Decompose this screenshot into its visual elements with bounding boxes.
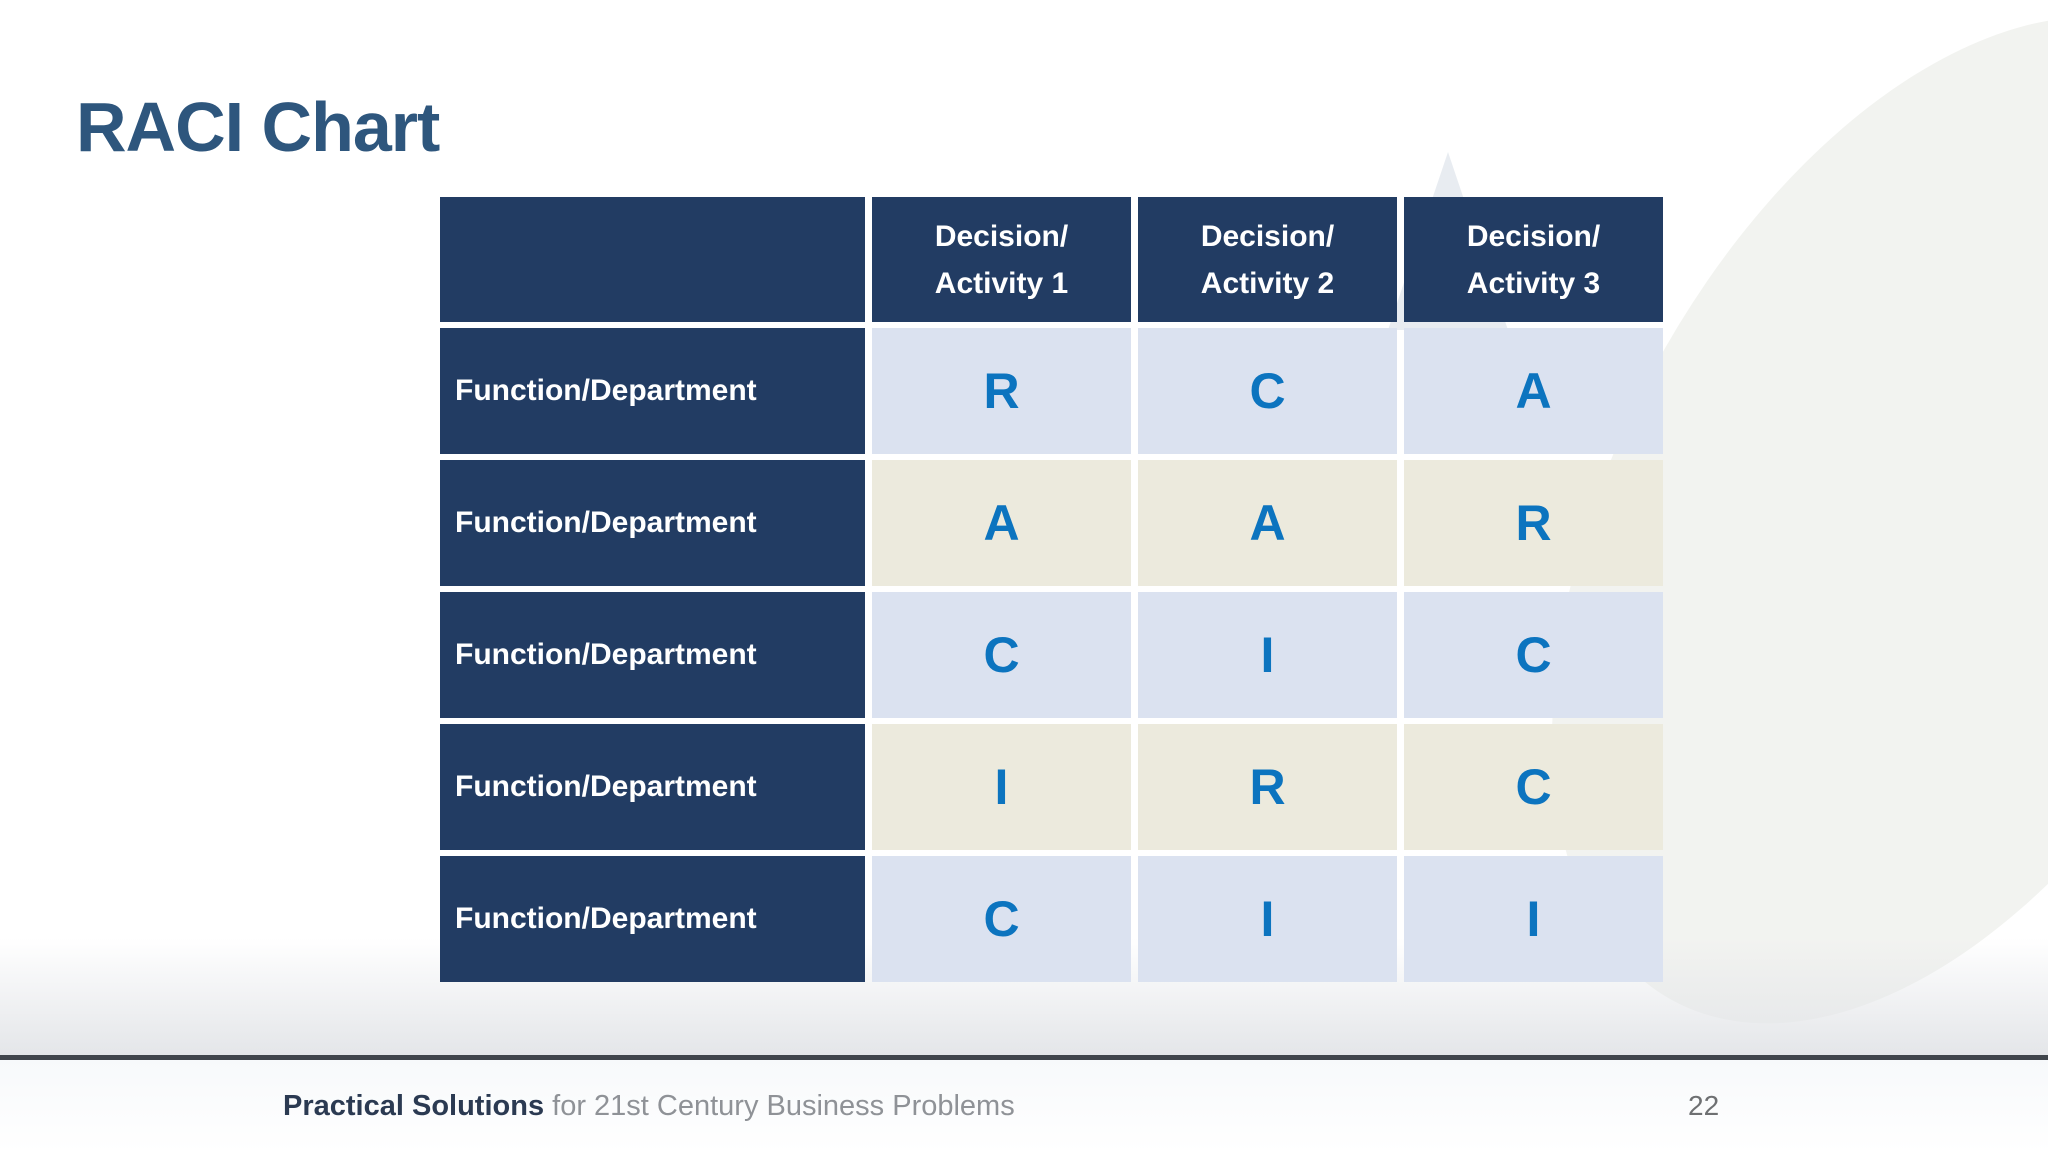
footer-divider-line (0, 1055, 2048, 1060)
footer-background (0, 1060, 2048, 1152)
raci-cell: C (1138, 328, 1397, 454)
raci-cell: R (872, 328, 1131, 454)
raci-cell: I (1404, 856, 1663, 982)
raci-cell: I (872, 724, 1131, 850)
row-label: Function/Department (440, 460, 865, 586)
footer-tagline: Practical Solutions for 21st Century Bus… (283, 1090, 1015, 1123)
row-label: Function/Department (440, 328, 865, 454)
tagline-rest: for 21st Century Business Problems (544, 1090, 1015, 1122)
column-header-line: Activity 3 (1466, 266, 1601, 300)
column-header-line: Activity 2 (1200, 266, 1335, 300)
raci-cell: C (872, 592, 1131, 718)
raci-cell: R (1138, 724, 1397, 850)
column-header-line: Activity 1 (934, 266, 1069, 300)
row-label: Function/Department (440, 724, 865, 850)
column-header-line: Decision/ (1466, 219, 1601, 253)
raci-table: Decision/ Activity 1 Decision/ Activity … (440, 197, 1663, 982)
raci-cell: A (1138, 460, 1397, 586)
column-header-activity-1: Decision/ Activity 1 (872, 197, 1131, 322)
column-header-activity-2: Decision/ Activity 2 (1138, 197, 1397, 322)
raci-cell: I (1138, 592, 1397, 718)
raci-cell: R (1404, 460, 1663, 586)
raci-cell: C (1404, 592, 1663, 718)
raci-cell: I (1138, 856, 1397, 982)
raci-cell: C (872, 856, 1131, 982)
page-number: 22 (1688, 1090, 1720, 1121)
column-header-activity-3: Decision/ Activity 3 (1404, 197, 1663, 322)
page-title: RACI Chart (76, 87, 440, 166)
row-label: Function/Department (440, 856, 865, 982)
tagline-bold: Practical Solutions (283, 1090, 545, 1122)
raci-cell: C (1404, 724, 1663, 850)
table-corner-cell (440, 197, 865, 322)
column-header-line: Decision/ (1200, 219, 1335, 253)
raci-cell: A (872, 460, 1131, 586)
column-header-line: Decision/ (934, 219, 1069, 253)
raci-cell: A (1404, 328, 1663, 454)
row-label: Function/Department (440, 592, 865, 718)
